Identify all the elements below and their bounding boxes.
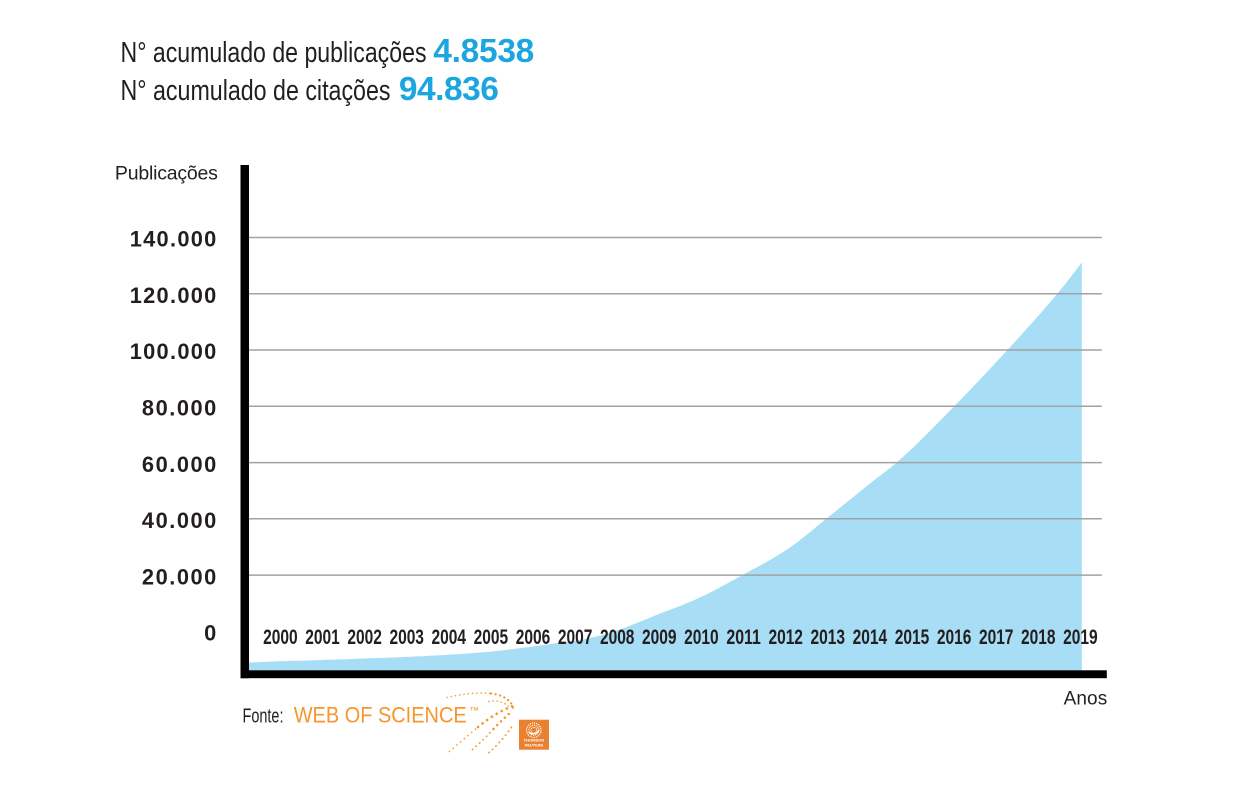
svg-text:REUTERS: REUTERS — [525, 742, 544, 747]
svg-text:Fonte:: Fonte: — [243, 706, 284, 728]
svg-text:2005: 2005 — [474, 626, 509, 649]
svg-text:N° acumulado de publicações: N° acumulado de publicações — [121, 37, 427, 69]
svg-text:20.000: 20.000 — [142, 564, 216, 589]
svg-text:2012: 2012 — [768, 626, 803, 649]
svg-text:2006: 2006 — [516, 626, 551, 649]
svg-text:80.000: 80.000 — [142, 396, 216, 421]
svg-text:4.8538: 4.8538 — [433, 33, 534, 70]
svg-text:THOMSON: THOMSON — [524, 738, 545, 743]
svg-text:2007: 2007 — [558, 626, 593, 649]
svg-text:2015: 2015 — [895, 626, 930, 649]
svg-text:2003: 2003 — [389, 626, 424, 649]
svg-text:2013: 2013 — [811, 626, 846, 649]
svg-text:0: 0 — [204, 621, 216, 646]
svg-text:140.000: 140.000 — [130, 227, 217, 252]
svg-text:2004: 2004 — [432, 626, 467, 649]
svg-text:™: ™ — [469, 706, 479, 717]
svg-text:2009: 2009 — [642, 626, 677, 649]
svg-text:N° acumulado de citações: N° acumulado de citações — [121, 75, 391, 107]
svg-text:Publicações: Publicações — [115, 163, 218, 185]
svg-text:2010: 2010 — [684, 626, 719, 649]
svg-text:2002: 2002 — [347, 626, 382, 649]
svg-text:2019: 2019 — [1063, 626, 1098, 649]
svg-text:2014: 2014 — [853, 626, 888, 649]
svg-text:40.000: 40.000 — [142, 508, 216, 533]
svg-text:60.000: 60.000 — [142, 452, 216, 477]
svg-text:94.836: 94.836 — [399, 71, 499, 108]
svg-text:2018: 2018 — [1021, 626, 1056, 649]
svg-text:100.000: 100.000 — [130, 339, 217, 364]
svg-text:Anos: Anos — [1064, 688, 1108, 709]
svg-text:2016: 2016 — [937, 626, 972, 649]
svg-text:2017: 2017 — [979, 626, 1014, 649]
svg-text:WEB OF SCIENCE: WEB OF SCIENCE — [294, 703, 467, 728]
svg-text:2001: 2001 — [305, 626, 340, 649]
svg-text:2000: 2000 — [263, 626, 298, 649]
svg-text:2008: 2008 — [600, 626, 635, 649]
svg-text:120.000: 120.000 — [130, 283, 217, 308]
svg-text:2011: 2011 — [726, 626, 761, 649]
